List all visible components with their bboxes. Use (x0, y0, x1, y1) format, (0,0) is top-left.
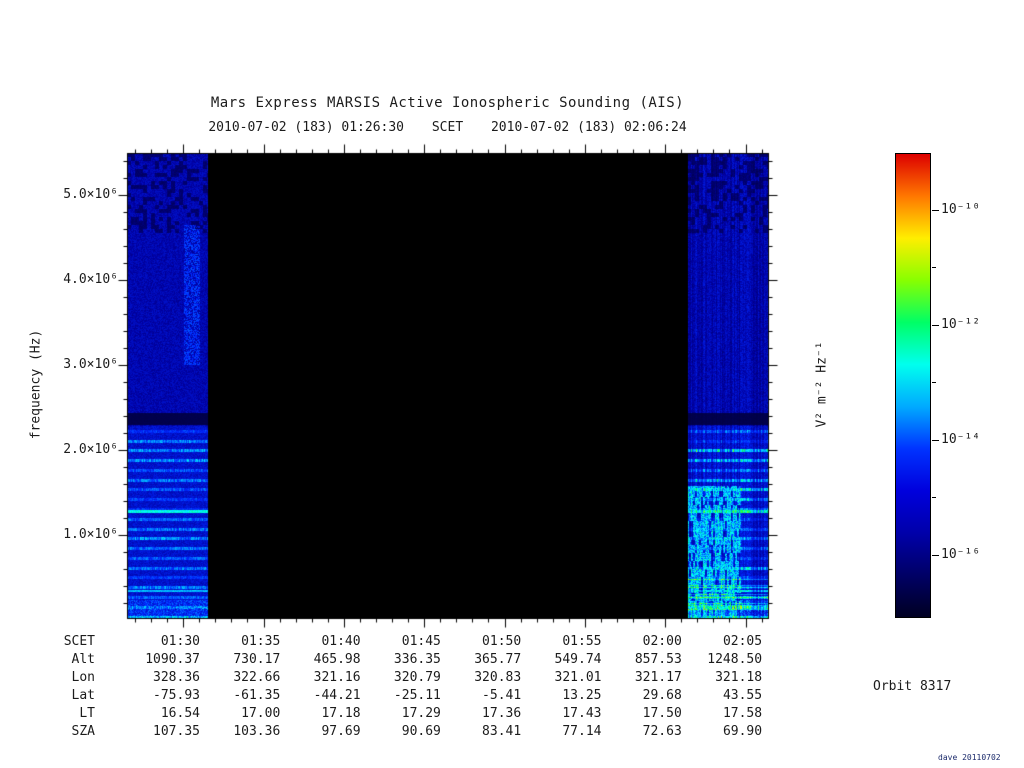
spectrogram-plot-canvas (107, 133, 788, 638)
table-cell: 01:50 (482, 634, 522, 649)
table-cell: 321.18 (715, 670, 763, 685)
table-cell: 17.29 (401, 706, 441, 721)
y-tick-label: 2.0×10⁶ (63, 442, 118, 457)
table-cell: -75.93 (153, 688, 200, 703)
table-cell: 336.35 (393, 652, 441, 667)
table-cell: 01:30 (160, 634, 200, 649)
table-cell: 1090.37 (145, 652, 200, 667)
table-cell: 17.00 (241, 706, 281, 721)
colorbar-tick-label: 10⁻¹² (941, 317, 981, 332)
table-cell: 321.16 (313, 670, 361, 685)
table-row-label: SCET (63, 634, 95, 649)
watermark: dave 20110702 (938, 753, 1001, 762)
table-cell: 1248.50 (707, 652, 763, 667)
table-cell: 365.77 (474, 652, 522, 667)
table-cell: 01:40 (321, 634, 361, 649)
table-cell: -44.21 (313, 688, 361, 703)
table-row-label: Lon (71, 670, 95, 685)
scet-start-time: 2010-07-02 (183) 01:26:30 (208, 120, 405, 135)
table-row-label: SZA (71, 724, 95, 739)
table-cell: 549.74 (554, 652, 602, 667)
chart-title: Mars Express MARSIS Active Ionospheric S… (210, 95, 685, 111)
table-cell: 322.66 (233, 670, 281, 685)
scet-axis-label: SCET (431, 120, 464, 135)
table-cell: -61.35 (233, 688, 281, 703)
orbit-label: Orbit 8317 (873, 679, 952, 694)
table-cell: 43.55 (722, 688, 763, 703)
table-cell: 01:35 (241, 634, 281, 649)
table-cell: 77.14 (562, 724, 602, 739)
chart-subtitle: 2010-07-02 (183) 01:26:30 SCET 2010-07-0… (127, 120, 768, 135)
table-cell: 321.17 (634, 670, 682, 685)
table-cell: 17.50 (642, 706, 682, 721)
colorbar-tick-label: 10⁻¹⁴ (941, 432, 981, 447)
colorbar-minor-tick (932, 267, 936, 268)
table-cell: 17.18 (321, 706, 361, 721)
table-cell: 107.35 (153, 724, 200, 739)
table-cell: 857.53 (634, 652, 682, 667)
table-cell: 01:45 (401, 634, 441, 649)
table-cell: 16.54 (160, 706, 200, 721)
colorbar (895, 153, 931, 618)
table-cell: 69.90 (722, 724, 763, 739)
table-cell: 321.01 (554, 670, 602, 685)
y-tick-label: 3.0×10⁶ (63, 357, 118, 372)
table-row-label: Alt (71, 652, 95, 667)
table-cell: 02:05 (722, 634, 763, 649)
table-cell: 02:00 (642, 634, 682, 649)
colorbar-minor-tick (932, 382, 936, 383)
table-cell: 17.43 (562, 706, 602, 721)
table-cell: 320.79 (393, 670, 441, 685)
table-cell: 83.41 (482, 724, 522, 739)
table-cell: 328.36 (153, 670, 200, 685)
colorbar-tick (932, 555, 939, 556)
table-cell: 72.63 (642, 724, 682, 739)
table-cell: 465.98 (313, 652, 361, 667)
table-cell: 13.25 (562, 688, 602, 703)
scet-end-time: 2010-07-02 (183) 02:06:24 (490, 120, 687, 135)
colorbar-tick-label: 10⁻¹⁶ (941, 547, 981, 562)
table-cell: 103.36 (233, 724, 281, 739)
table-cell: 01:55 (562, 634, 602, 649)
y-tick-label: 4.0×10⁶ (63, 272, 118, 287)
table-cell: -5.41 (482, 688, 522, 703)
colorbar-tick (932, 440, 939, 441)
table-cell: 17.58 (722, 706, 763, 721)
ephemeris-table: SCET 01:30 01:35 01:40 01:45 01:50 01:55 02:00 0… (20, 633, 762, 741)
table-row-label: LT (79, 706, 95, 721)
colorbar-tick (932, 210, 939, 211)
table-cell: 90.69 (401, 724, 441, 739)
colorbar-tick-label: 10⁻¹⁰ (941, 202, 981, 217)
y-tick-label: 5.0×10⁶ (63, 187, 118, 202)
table-cell: 97.69 (321, 724, 361, 739)
table-cell: -25.11 (393, 688, 441, 703)
table-row-label: Lat (71, 688, 95, 703)
colorbar-axis-label: V² m⁻² Hz⁻¹ (814, 341, 830, 428)
table-cell: 29.68 (642, 688, 682, 703)
table-cell: 17.36 (482, 706, 522, 721)
y-tick-label: 1.0×10⁶ (63, 527, 118, 542)
table-cell: 320.83 (474, 670, 522, 685)
colorbar-minor-tick (932, 497, 936, 498)
colorbar-tick (932, 325, 939, 326)
table-cell: 730.17 (233, 652, 281, 667)
